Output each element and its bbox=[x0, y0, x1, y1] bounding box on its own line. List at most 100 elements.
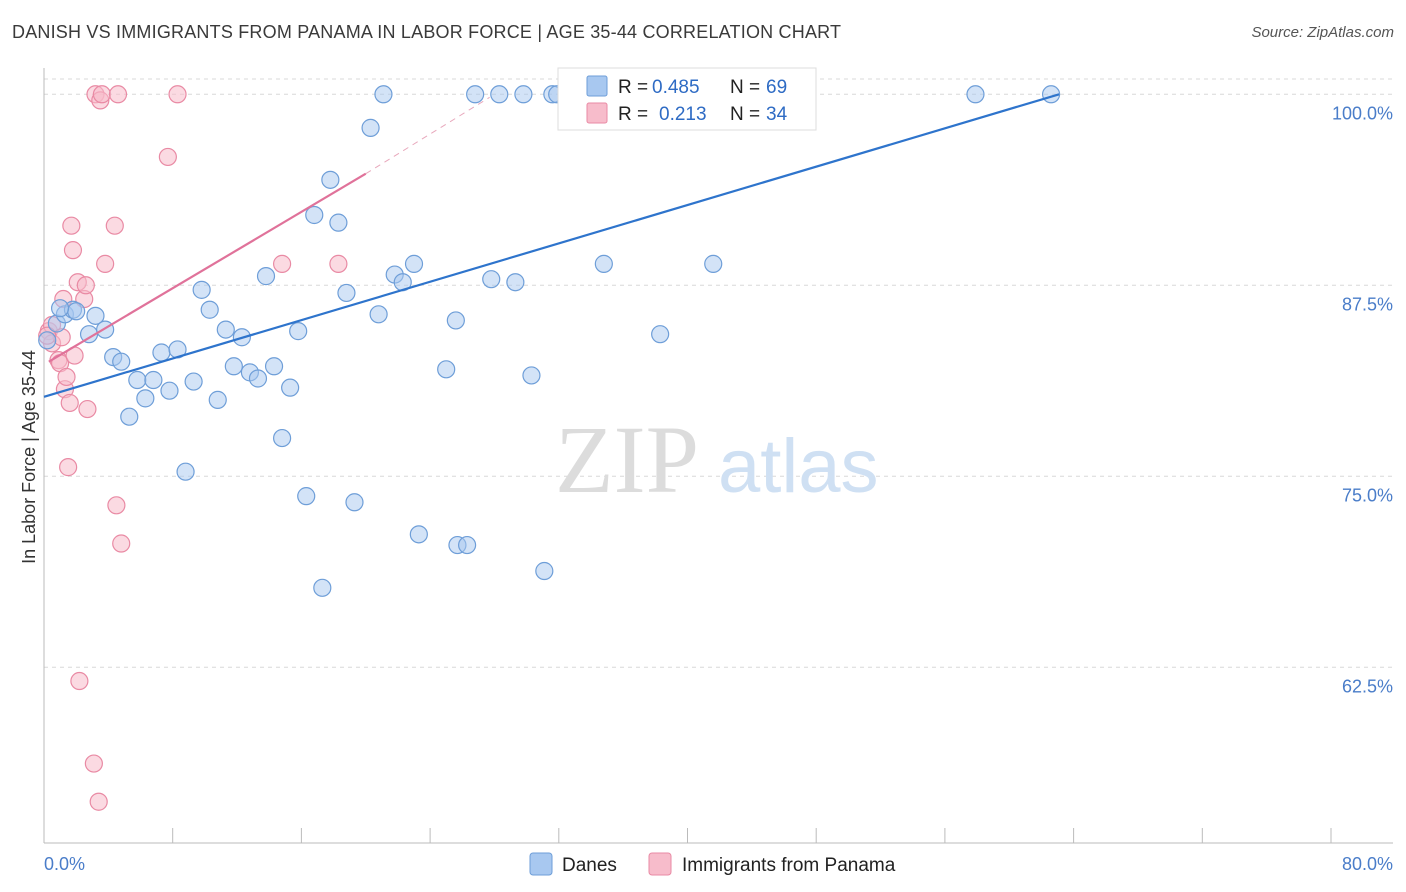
danes-point-19 bbox=[200, 300, 219, 319]
legend-n-value-panama: 34 bbox=[766, 104, 788, 125]
danes-point-14 bbox=[160, 381, 179, 400]
danes-point-10 bbox=[128, 370, 147, 390]
danes-point-67 bbox=[38, 331, 57, 350]
x-tick-label-min: 0.0% bbox=[44, 854, 85, 874]
danes-point-28 bbox=[272, 428, 292, 448]
panama-point-30 bbox=[158, 147, 177, 167]
trendlines bbox=[43, 93, 1060, 398]
panama-point-21 bbox=[89, 792, 108, 811]
panama-point-26 bbox=[107, 496, 126, 515]
danes-point-59 bbox=[594, 254, 613, 273]
danes-point-49 bbox=[466, 85, 485, 104]
danes-point-26 bbox=[256, 267, 276, 286]
danes-point-55 bbox=[535, 561, 554, 581]
legend-r-label-panama: R = bbox=[618, 104, 648, 125]
chart-title: DANISH VS IMMIGRANTS FROM PANAMA IN LABO… bbox=[12, 22, 842, 42]
legend-n-label-danes: N = bbox=[730, 77, 760, 98]
danes-point-31 bbox=[297, 487, 316, 506]
panama-point-31 bbox=[272, 254, 292, 273]
danes-point-44 bbox=[409, 525, 428, 544]
bottom-legend-panama: Immigrants from Panama bbox=[682, 855, 896, 876]
legend-r-value-panama: 0.213 bbox=[659, 104, 707, 125]
x-tick-labels: 0.0% 80.0% bbox=[44, 854, 1393, 874]
bottom-legend-swatch-danes bbox=[529, 852, 553, 876]
panama-point-8 bbox=[57, 367, 76, 387]
danes-point-51 bbox=[490, 85, 509, 104]
danes-point-65 bbox=[966, 85, 985, 104]
watermark-zip: ZIP bbox=[555, 406, 699, 513]
danes-point-43 bbox=[404, 254, 424, 273]
danes-point-62 bbox=[651, 325, 670, 344]
legend-n-label-panama: N = bbox=[730, 104, 760, 125]
danes-point-13 bbox=[152, 343, 171, 362]
danes-point-34 bbox=[321, 170, 340, 189]
danes-point-21 bbox=[216, 320, 235, 339]
danes-point-38 bbox=[361, 118, 380, 137]
legend-swatch-panama bbox=[586, 102, 608, 124]
danes-point-54 bbox=[522, 366, 541, 385]
panama-point-12 bbox=[63, 241, 83, 260]
danes-point-8 bbox=[112, 352, 131, 371]
panama-point-10 bbox=[60, 393, 79, 413]
source-label: Source: ZipAtlas.com bbox=[1251, 24, 1394, 41]
legend-swatch-danes bbox=[586, 75, 608, 97]
bottom-legend-swatch-panama bbox=[648, 852, 672, 876]
bottom-legend-danes: Danes bbox=[562, 855, 617, 876]
panama-point-23 bbox=[92, 85, 112, 104]
legend-r-label-danes: R = bbox=[618, 77, 648, 98]
danes-point-63 bbox=[704, 254, 723, 273]
danes-point-30 bbox=[289, 322, 308, 341]
danes-point-40 bbox=[374, 85, 393, 104]
danes-point-18 bbox=[192, 280, 211, 299]
danes-point-53 bbox=[514, 85, 533, 104]
danes-point-32 bbox=[305, 205, 324, 225]
danes-point-11 bbox=[136, 389, 155, 408]
danes-point-9 bbox=[120, 407, 139, 426]
y-tick-label-3: 100.0% bbox=[1332, 103, 1393, 123]
y-tick-label-0: 62.5% bbox=[1342, 676, 1393, 696]
panama-point-9 bbox=[59, 458, 78, 477]
axes bbox=[43, 68, 1393, 844]
panama-point-25 bbox=[105, 216, 124, 235]
panama-point-17 bbox=[76, 276, 95, 295]
danes-point-68 bbox=[50, 299, 70, 318]
legend-r-value-danes: 0.485 bbox=[652, 77, 700, 98]
danes-point-37 bbox=[345, 493, 364, 512]
panama-point-28 bbox=[112, 534, 131, 553]
y-axis-label: In Labor Force | Age 35-44 bbox=[19, 350, 39, 564]
y-tick-label-2: 87.5% bbox=[1342, 294, 1393, 314]
danes-point-35 bbox=[329, 213, 348, 232]
danes-point-27 bbox=[264, 357, 284, 376]
series-legend: Danes Immigrants from Panama bbox=[529, 852, 896, 876]
y-tick-label-1: 75.0% bbox=[1342, 485, 1393, 505]
panama-points bbox=[38, 85, 348, 811]
panama-point-15 bbox=[70, 671, 89, 691]
watermark: ZIP atlas bbox=[555, 406, 879, 513]
danes-point-3 bbox=[67, 302, 86, 321]
y-tick-labels: 62.5% 75.0% 87.5% 100.0% bbox=[1332, 103, 1393, 696]
danes-point-33 bbox=[313, 578, 332, 597]
correlation-legend: R = 0.485 N = 69 R = 0.213 N = 34 bbox=[557, 67, 817, 131]
danes-point-17 bbox=[184, 372, 203, 391]
danes-point-48 bbox=[458, 535, 477, 555]
panama-point-29 bbox=[168, 85, 187, 104]
danes-point-50 bbox=[482, 270, 501, 289]
danes-points bbox=[38, 85, 1061, 597]
danes-point-20 bbox=[208, 390, 227, 409]
danes-point-22 bbox=[224, 357, 243, 376]
danes-point-16 bbox=[176, 462, 195, 481]
danes-point-39 bbox=[369, 305, 388, 324]
danes-point-36 bbox=[337, 283, 356, 303]
panama-trendline-extension bbox=[365, 96, 490, 175]
panama-point-19 bbox=[84, 754, 103, 773]
x-tick-label-max: 80.0% bbox=[1342, 854, 1393, 874]
panama-point-18 bbox=[78, 399, 97, 419]
panama-trendline bbox=[48, 172, 367, 363]
danes-point-52 bbox=[506, 273, 525, 292]
danes-point-25 bbox=[248, 369, 268, 388]
danes-point-29 bbox=[281, 378, 300, 397]
danes-trendline bbox=[43, 93, 1060, 398]
panama-point-11 bbox=[62, 216, 81, 235]
danes-point-4 bbox=[86, 306, 105, 325]
danes-point-12 bbox=[144, 370, 163, 390]
